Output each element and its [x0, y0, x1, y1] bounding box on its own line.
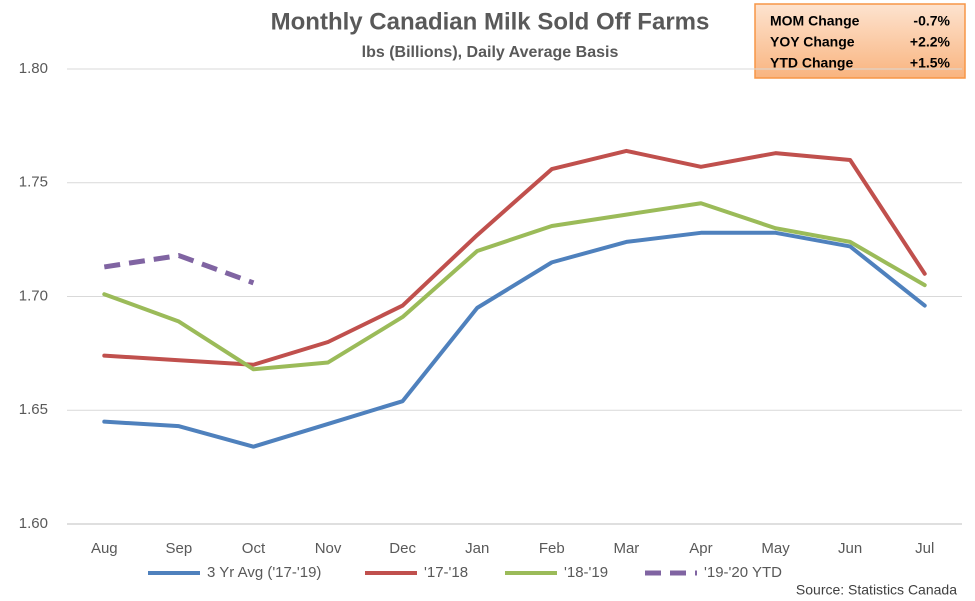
legend-label: 3 Yr Avg ('17-'19): [207, 564, 321, 581]
y-tick-label: 1.75: [19, 174, 48, 191]
stat-value: -0.7%: [913, 13, 950, 29]
stat-label: YTD Change: [770, 55, 853, 71]
y-tick-label: 1.80: [19, 60, 48, 77]
legend-label: '17-'18: [424, 564, 468, 581]
x-tick-label: Sep: [166, 540, 193, 557]
legend-label: '18-'19: [564, 564, 608, 581]
y-tick-label: 1.65: [19, 401, 48, 418]
chart-subtitle: lbs (Billions), Daily Average Basis: [362, 44, 619, 61]
series-line: [102, 148, 927, 367]
x-tick-label: Jun: [838, 540, 862, 557]
series-line: [103, 253, 255, 286]
x-tick-label: Nov: [315, 540, 342, 557]
x-tick-label: Aug: [91, 540, 118, 557]
x-tick-label: Jan: [465, 540, 489, 557]
legend-label: '19-'20 YTD: [704, 564, 782, 581]
series-line: [102, 230, 927, 449]
x-tick-label: Apr: [689, 540, 712, 557]
x-tick-label: Mar: [613, 540, 639, 557]
x-tick-label: Oct: [242, 540, 266, 557]
x-tick-label: Jul: [915, 540, 934, 557]
stat-value: +2.2%: [910, 34, 951, 50]
stat-label: YOY Change: [770, 34, 855, 50]
chart-title: Monthly Canadian Milk Sold Off Farms: [271, 8, 710, 35]
series-line: [102, 201, 927, 372]
stat-value: +1.5%: [910, 55, 951, 71]
x-tick-label: Feb: [539, 540, 565, 557]
y-tick-label: 1.70: [19, 287, 48, 304]
source: Source: Statistics Canada: [796, 582, 957, 598]
x-tick-label: May: [761, 540, 790, 557]
stats-box: [754, 3, 966, 79]
stat-label: MOM Change: [770, 13, 860, 29]
x-tick-label: Dec: [389, 540, 416, 557]
y-tick-label: 1.60: [19, 515, 48, 532]
